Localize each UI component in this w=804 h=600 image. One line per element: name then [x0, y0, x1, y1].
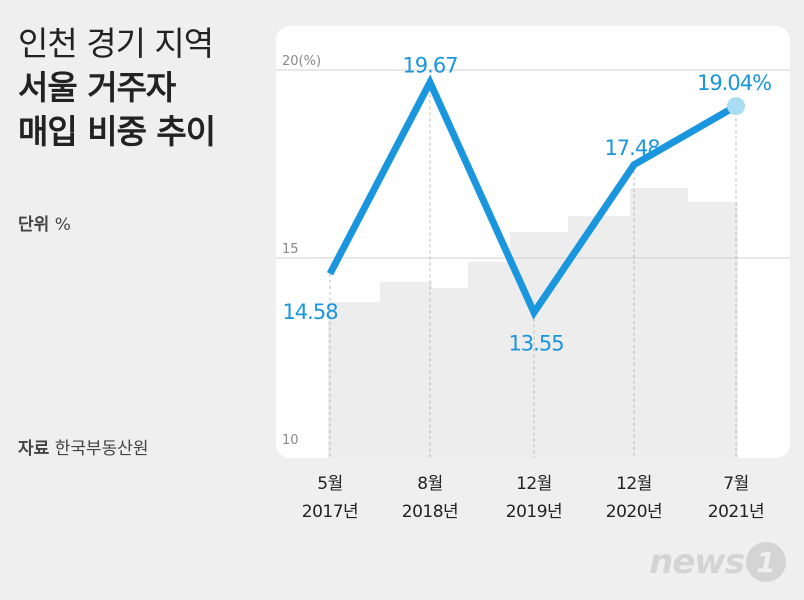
x-tick-month: 5월 [317, 474, 343, 494]
data-label: 13.55 [508, 332, 563, 356]
data-label: 14.58 [282, 300, 337, 324]
chart-panel: 20(%) 15 10 14.58 19.67 13.55 17.48 19.04% [276, 26, 790, 458]
x-tick-month: 12월 [516, 474, 552, 494]
logo-word: news [649, 542, 745, 582]
source-value: 한국부동산원 [54, 439, 149, 459]
x-tick-month: 8월 [417, 474, 443, 494]
building-9 [684, 202, 738, 458]
highlight-point [727, 97, 745, 116]
building-3 [428, 288, 472, 458]
grid-lines [276, 69, 790, 259]
x-tick-label: 7월 2021년 [686, 470, 786, 526]
building-1 [328, 302, 383, 458]
source-label: 자료 [18, 439, 50, 459]
x-tick-year: 2017년 [301, 502, 359, 522]
data-label: 19.04% [697, 71, 771, 95]
buildings-background [328, 188, 738, 458]
unit-label: 단위 [18, 215, 50, 235]
y-tick-label: 20(%) [282, 54, 321, 69]
news1-logo: news 1 [649, 540, 786, 584]
title-line-2: 서울 거주자 [18, 68, 176, 107]
title-line-3: 매입 비중 추이 [18, 112, 216, 151]
x-tick-month: 12월 [616, 474, 652, 494]
building-2 [380, 282, 432, 458]
building-7 [568, 216, 630, 458]
x-tick-year: 2018년 [401, 502, 459, 522]
x-tick-year: 2021년 [707, 502, 765, 522]
x-tick-year: 2019년 [505, 502, 563, 522]
data-label: 17.48 [604, 136, 659, 160]
building-8 [630, 188, 688, 458]
data-label: 19.67 [402, 53, 457, 77]
x-tick-label: 12월 2019년 [484, 470, 584, 526]
y-tick-label: 10 [282, 433, 299, 448]
x-tick-label: 8월 2018년 [380, 470, 480, 526]
chart-title: 인천 경기 지역 서울 거주자 매입 비중 추이 [18, 22, 216, 154]
logo-mark: 1 [746, 542, 786, 582]
series-line [326, 74, 745, 458]
x-tick-year: 2020년 [605, 502, 663, 522]
unit-value: % [54, 215, 71, 235]
x-tick-label: 5월 2017년 [280, 470, 380, 526]
line-chart: 20(%) 15 10 14.58 19.67 13.55 17.48 19.04% [276, 53, 790, 458]
y-tick-label: 15 [282, 242, 299, 257]
y-axis-ticks: 20(%) 15 10 [282, 54, 321, 448]
title-line-1: 인천 경기 지역 [18, 24, 214, 63]
x-tick-month: 7월 [723, 474, 749, 494]
data-labels: 14.58 19.67 13.55 17.48 19.04% [282, 53, 772, 356]
building-4 [468, 262, 514, 458]
x-tick-label: 12월 2020년 [584, 470, 684, 526]
unit-note: 단위 % [18, 210, 71, 235]
series-path [326, 74, 738, 320]
source-note: 자료 한국부동산원 [18, 434, 149, 459]
